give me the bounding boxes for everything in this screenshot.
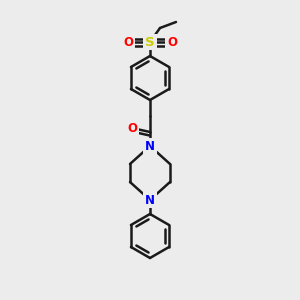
- Text: O: O: [167, 35, 177, 49]
- Text: N: N: [145, 140, 155, 152]
- Text: S: S: [145, 35, 155, 49]
- Text: O: O: [127, 122, 137, 134]
- Text: O: O: [123, 35, 133, 49]
- Text: N: N: [145, 194, 155, 206]
